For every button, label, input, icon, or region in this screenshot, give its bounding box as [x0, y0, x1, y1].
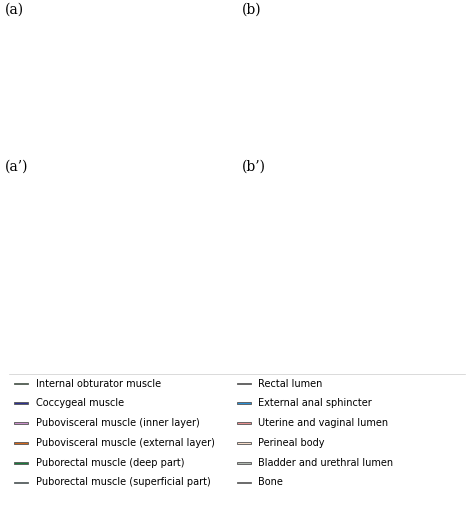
Text: Internal obturator muscle: Internal obturator muscle: [36, 379, 161, 388]
Bar: [14, 482, 28, 484]
Bar: [14, 422, 28, 424]
Bar: [14, 403, 28, 404]
Text: (a’): (a’): [5, 160, 28, 174]
Text: External anal sphincter: External anal sphincter: [258, 399, 372, 408]
Bar: [237, 442, 251, 444]
Bar: [14, 462, 28, 464]
Text: (a): (a): [5, 3, 24, 17]
Bar: [14, 383, 28, 384]
Bar: [237, 482, 251, 484]
Bar: [237, 422, 251, 424]
Text: Pubovisceral muscle (external layer): Pubovisceral muscle (external layer): [36, 438, 214, 448]
Bar: [237, 383, 251, 384]
Text: Rectal lumen: Rectal lumen: [258, 379, 323, 388]
Bar: [14, 442, 28, 444]
Text: Puborectal muscle (superficial part): Puborectal muscle (superficial part): [36, 477, 210, 488]
Text: Bladder and urethral lumen: Bladder and urethral lumen: [258, 458, 393, 468]
Text: (b): (b): [242, 3, 261, 17]
Text: (b’): (b’): [242, 160, 266, 174]
Text: Pubovisceral muscle (inner layer): Pubovisceral muscle (inner layer): [36, 418, 199, 428]
Text: Uterine and vaginal lumen: Uterine and vaginal lumen: [258, 418, 389, 428]
Bar: [237, 462, 251, 464]
Text: Puborectal muscle (deep part): Puborectal muscle (deep part): [36, 458, 184, 468]
Text: Bone: Bone: [258, 477, 283, 488]
Text: Coccygeal muscle: Coccygeal muscle: [36, 399, 124, 408]
Text: Perineal body: Perineal body: [258, 438, 325, 448]
Bar: [237, 403, 251, 404]
